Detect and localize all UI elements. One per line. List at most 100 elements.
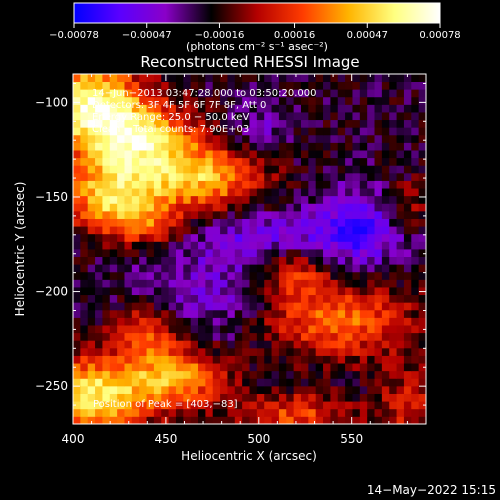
heatmap-cell	[337, 309, 346, 318]
heatmap-cell	[109, 119, 118, 128]
heatmap-cell	[220, 294, 228, 303]
heatmap-cell	[183, 370, 192, 379]
heatmap-cell	[87, 287, 96, 296]
x-tick-label: 550	[340, 432, 363, 446]
heatmap-cell	[190, 157, 199, 166]
heatmap-cell	[198, 264, 206, 273]
heatmap-cell	[308, 81, 317, 90]
heatmap-cell	[87, 256, 96, 265]
heatmap-cell	[95, 226, 103, 235]
heatmap-cell	[278, 89, 287, 98]
heatmap-cell	[205, 96, 214, 105]
heatmap-cell	[146, 408, 155, 417]
heatmap-cell	[293, 378, 302, 387]
heatmap-cell	[411, 309, 420, 318]
heatmap-cell	[293, 203, 302, 212]
heatmap-cell	[345, 218, 353, 227]
heatmap-cell	[264, 393, 272, 402]
heatmap-cell	[411, 416, 420, 424]
heatmap-cell	[183, 393, 192, 402]
heatmap-cell	[73, 363, 81, 372]
heatmap-cell	[109, 188, 118, 197]
heatmap-cell	[396, 210, 405, 219]
heatmap-cell	[139, 363, 147, 372]
heatmap-cell	[161, 294, 169, 303]
heatmap-cell	[403, 332, 412, 341]
heatmap-cell	[234, 150, 243, 159]
heatmap-cell	[249, 370, 258, 379]
heatmap-cell	[87, 370, 96, 379]
heatmap-cell	[256, 96, 265, 105]
heatmap-cell	[396, 112, 405, 121]
heatmap-cell	[278, 332, 287, 341]
heatmap-cell	[403, 363, 412, 372]
heatmap-cell	[87, 142, 96, 151]
heatmap-cell	[330, 180, 339, 189]
y-tick-label: −150	[35, 190, 68, 204]
heatmap-cell	[381, 180, 390, 189]
heatmap-cell	[242, 279, 250, 288]
heatmap-cell	[198, 127, 206, 136]
heatmap-cell	[308, 142, 317, 151]
heatmap-cell	[80, 347, 89, 356]
heatmap-cell	[73, 180, 81, 189]
heatmap-cell	[330, 195, 339, 204]
heatmap-cell	[396, 96, 405, 105]
heatmap-cell	[337, 340, 346, 349]
heatmap-cell	[153, 416, 162, 424]
heatmap-cell	[352, 150, 361, 159]
heatmap-cell	[396, 264, 405, 273]
heatmap-cell	[330, 370, 339, 379]
heatmap-cell	[220, 309, 228, 318]
heatmap-cell	[256, 74, 265, 83]
heatmap-cell	[73, 271, 81, 280]
heatmap-cell	[359, 385, 368, 394]
heatmap-cell	[396, 279, 405, 288]
heatmap-cell	[124, 317, 133, 326]
x-axis: 400 450 500 550	[62, 74, 408, 446]
heatmap-cell	[73, 74, 81, 83]
heatmap-cell	[359, 355, 368, 364]
heatmap-cell	[102, 271, 111, 280]
heatmap-cell	[183, 142, 192, 151]
heatmap-cell	[227, 317, 236, 326]
heatmap-cell	[198, 119, 206, 128]
heatmap-cell	[271, 287, 280, 296]
heatmap-cell	[330, 96, 339, 105]
heatmap-cell	[323, 393, 331, 402]
heatmap-cell	[102, 325, 111, 334]
heatmap-cell	[227, 150, 236, 159]
heatmap-cell	[323, 81, 331, 90]
heatmap-cell	[220, 233, 228, 242]
heatmap-cell	[345, 172, 353, 181]
heatmap-cell	[367, 294, 375, 303]
heatmap-cell	[337, 416, 346, 424]
heatmap-cell	[205, 188, 214, 197]
heatmap-cell	[418, 279, 426, 288]
heatmap-cell	[183, 378, 192, 387]
heatmap-cell	[109, 180, 118, 189]
heatmap-cell	[381, 302, 390, 311]
heatmap-cell	[95, 218, 103, 227]
heatmap-cell	[293, 302, 302, 311]
heatmap-cell	[205, 112, 214, 121]
heatmap-cell	[403, 385, 412, 394]
heatmap-cell	[234, 112, 243, 121]
heatmap-cell	[411, 325, 420, 334]
heatmap-cell	[190, 165, 199, 174]
heatmap-cell	[286, 180, 295, 189]
heatmap-cell	[256, 195, 265, 204]
heatmap-cell	[249, 340, 258, 349]
heatmap-cell	[418, 370, 426, 379]
heatmap-cell	[256, 363, 265, 372]
heatmap-cell	[146, 287, 155, 296]
heatmap-cell	[381, 393, 390, 402]
heatmap-cell	[146, 264, 155, 273]
heatmap-cell	[73, 393, 81, 402]
heatmap-cell	[389, 378, 397, 387]
heatmap-cell	[234, 142, 243, 151]
heatmap-cell	[293, 89, 302, 98]
heatmap-cell	[359, 119, 368, 128]
heatmap-cell	[227, 165, 236, 174]
heatmap-cell	[278, 370, 287, 379]
